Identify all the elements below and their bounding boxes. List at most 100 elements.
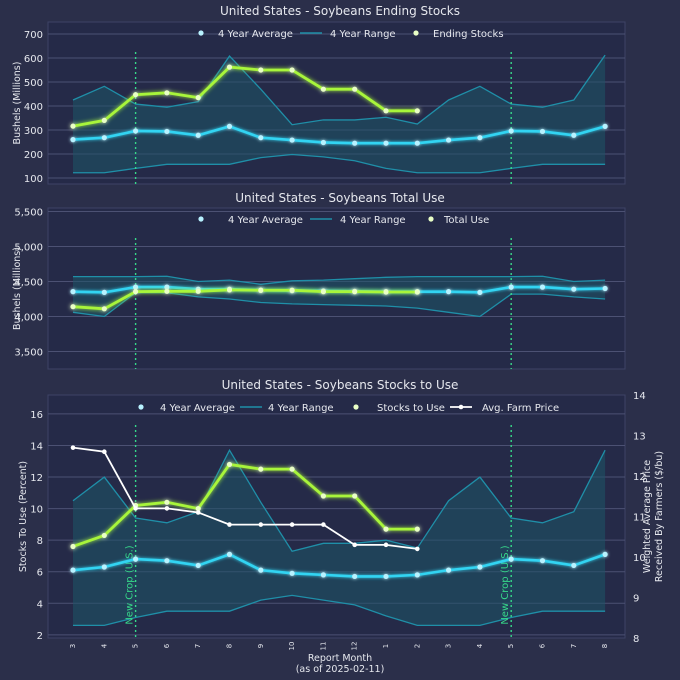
new-crop-label: New Crop (U.S.) [500,545,511,624]
avg-point [226,551,233,557]
y-tick-label: 10 [30,505,43,516]
legend-label: 4 Year Average [218,29,293,40]
avg-point [602,285,608,292]
price-point [289,522,295,527]
avg-point [226,123,233,129]
main-point [70,123,76,129]
avg-point [602,551,608,557]
main-point [195,95,201,101]
main-point [164,499,170,505]
range-upper-line [72,448,606,552]
main-point [226,461,233,468]
main-series [70,287,420,312]
avg-point [446,289,452,295]
avg-point [70,289,76,295]
main-point [352,86,358,92]
avg-point [164,128,170,135]
avg-point [258,567,264,573]
x-tick-label: 4 [476,643,484,648]
main-point [352,289,358,295]
main-point [164,288,170,294]
price-point [227,522,232,527]
x-tick-label: 11 [319,642,327,651]
chart-panel-1: 100 200 300 400 500 600 700 United States - Soy… [12,4,626,185]
y-tick-label: 2 [37,631,43,642]
avg-point [195,132,201,138]
avg-series [70,123,608,146]
y-tick-label: 3,500 [14,348,43,359]
main-line [72,65,418,128]
chart-panel-2: 3,500 4,000 4,500 5,000 5,500 United States -… [12,191,626,370]
x-tick-label: 9 [257,644,265,648]
avg-point [258,135,264,141]
x-tick-label: 7 [570,644,578,648]
range-lower-line [73,153,606,174]
avg-point [320,572,326,578]
price-line [72,446,418,550]
main-point [258,466,264,472]
x-tick-label: 5 [132,644,140,648]
chart-title: United States - Soybeans Total Use [235,191,445,205]
y-tick-label: 8 [37,536,43,547]
price-point [102,449,107,455]
legend-label: Stocks to Use [377,403,445,414]
legend-marker [458,404,464,410]
y-tick-label: 5,500 [14,208,43,219]
range-band [73,55,606,173]
y-tick-label: 500 [24,78,43,89]
main-point [289,287,295,293]
main-series [70,461,420,550]
y-axis-label: Stocks To Use (Percent) [18,461,29,572]
x-tick-label: 12 [351,642,359,651]
y-tick-label: 4 [37,599,43,610]
avg-point [477,289,483,295]
avg-point [508,128,514,134]
avg-point [70,137,76,143]
avg-point [571,132,577,138]
range-upper-line [73,275,606,285]
y-tick-label: 700 [24,30,43,41]
x-tick-label: 3 [69,644,77,648]
avg-point [101,564,107,570]
price-point [164,506,170,511]
x-tick-label: 5 [507,644,515,648]
legend-marker [353,404,359,410]
chart-title: United States - Soybeans Stocks to Use [222,378,459,392]
legend-label: Ending Stocks [433,29,504,40]
price-point [133,506,138,511]
y-tick-label: 16 [30,410,43,421]
price-point [70,445,76,450]
avg-point [164,284,170,290]
avg-point [571,286,577,292]
avg-point [101,289,107,295]
y-tick-label: 14 [30,441,43,452]
main-point [383,289,389,295]
main-point [258,67,264,73]
legend-label: Total Use [443,215,489,226]
avg-point [133,128,139,134]
avg-point [383,140,389,146]
y-tick-label: 6 [37,568,43,579]
avg-point [101,135,107,141]
main-point [320,86,326,92]
x-axis-label: Report Month [308,653,372,664]
y-axis-label: Bushels (Millions) [12,247,23,330]
main-point [289,67,295,73]
y2-tick-label: 11 [633,513,646,524]
main-point [352,493,358,499]
avg-point [477,135,483,141]
main-line [72,288,418,311]
main-point [289,466,295,472]
chart-title: United States - Soybeans Ending Stocks [220,4,460,18]
y-tick-label: 300 [24,126,43,137]
x-tick-label: 1 [382,644,390,648]
avg-line [72,125,606,145]
legend-label: 4 Year Range [340,215,406,226]
legend-marker [198,30,204,36]
main-point [414,289,420,295]
legend-marker [198,216,204,222]
avg-point [539,284,546,290]
avg-point [70,567,76,573]
y-tick-label: 200 [24,150,43,161]
